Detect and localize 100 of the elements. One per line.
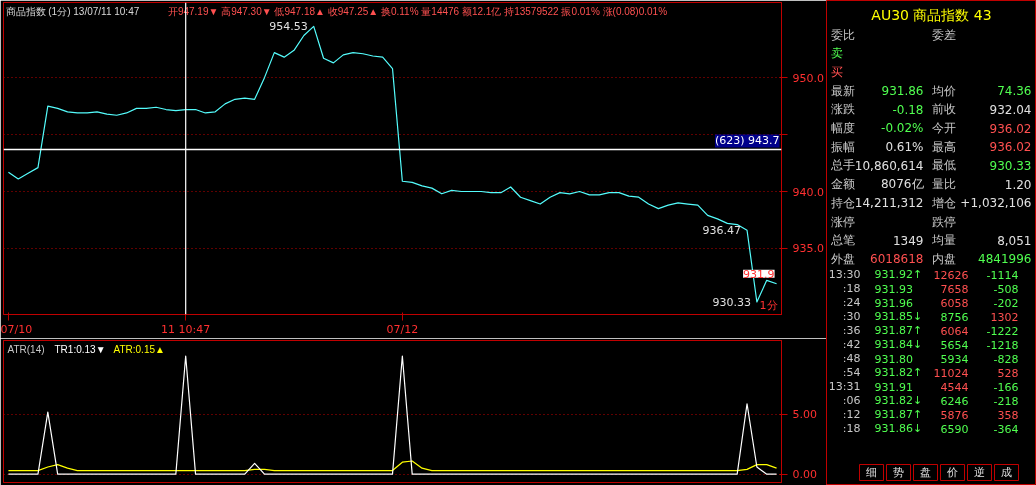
text: ATR:0.15▲ <box>113 343 165 355</box>
text: +1,032,106 <box>960 196 1032 211</box>
text: 931.96 <box>874 296 913 310</box>
chart-title: ATR(14) <box>7 343 45 355</box>
text: 内盘 <box>931 251 956 266</box>
text: 931.86 <box>881 84 924 99</box>
text: 8756 <box>940 310 969 324</box>
text: 跌停 <box>931 214 956 229</box>
text: 12626 <box>933 268 969 282</box>
text: 931.82↓ <box>874 394 923 407</box>
text: 936.02 <box>989 121 1032 136</box>
text: 936.02 <box>989 140 1032 155</box>
text: 4544 <box>940 380 969 394</box>
text: :12 <box>842 408 861 421</box>
text: 931.92↑ <box>874 268 923 281</box>
text: 逆 <box>974 466 985 479</box>
text: 均量 <box>930 233 956 248</box>
y-tick-label: 950.0 <box>792 71 824 85</box>
text: :24 <box>842 296 861 309</box>
text: -202 <box>993 296 1019 310</box>
text: 今开 <box>931 121 956 135</box>
text: 931.86↓ <box>874 422 923 435</box>
text: 总手 <box>829 158 855 173</box>
x-tick-label: 07/10 <box>0 322 33 336</box>
text: 931.87↑ <box>874 324 923 337</box>
text: 931.87↑ <box>874 408 923 421</box>
text: 盘 <box>920 466 931 479</box>
annotation: 936.47 <box>702 224 742 238</box>
text: 14,211,312 <box>854 196 924 211</box>
text: 931.80 <box>874 352 913 366</box>
text: :48 <box>842 352 861 365</box>
text: -364 <box>993 422 1019 436</box>
text: 4841996 <box>978 252 1032 267</box>
text: 0.61% <box>885 139 924 154</box>
text: 最高 <box>931 139 956 154</box>
y-tick-label: 5.00 <box>792 408 817 422</box>
text: 74.36 <box>997 84 1032 99</box>
text: 6018618 <box>870 252 924 267</box>
text: -166 <box>993 380 1019 394</box>
text: 振幅 <box>830 139 855 154</box>
text: 最新 <box>830 83 855 98</box>
text: 卖 <box>830 46 843 61</box>
text: 外盘 <box>830 251 855 266</box>
text: 总笔 <box>829 233 855 248</box>
text: -508 <box>993 282 1019 296</box>
text: 932.04 <box>989 102 1032 117</box>
text: 931.91 <box>874 380 913 394</box>
text: :18 <box>842 282 861 295</box>
text: 5876 <box>940 408 969 422</box>
text: 931.85↓ <box>874 310 923 323</box>
text: -828 <box>993 352 1019 366</box>
annotation: 931.9 <box>743 267 775 281</box>
text: 13:30 <box>828 268 861 281</box>
text: -0.02% <box>881 121 924 135</box>
chart-title: 商品指数 (1分) 13/07/11 10:47 <box>5 5 140 17</box>
text: 931.82↑ <box>874 366 923 379</box>
text: 1.20 <box>1004 177 1032 192</box>
text: 委差 <box>931 27 956 42</box>
text: 931.93 <box>874 282 913 296</box>
text: :06 <box>842 394 861 407</box>
x-tick-label: 07/12 <box>386 322 419 336</box>
text: 10,860,614 <box>854 158 924 173</box>
text: 买 <box>830 64 843 79</box>
annotation: 1分 <box>759 298 778 312</box>
ref-line-label: (623) 943.7 <box>714 134 780 148</box>
text: 528 <box>997 366 1019 380</box>
text: 涨停 <box>830 214 855 229</box>
text: :42 <box>842 338 861 351</box>
line-series <box>7 355 778 475</box>
text: 前收 <box>931 102 956 117</box>
text: 最低 <box>931 158 956 173</box>
line-series <box>7 460 778 472</box>
text: :30 <box>842 310 861 323</box>
text: 委比 <box>830 27 855 42</box>
text: 8076亿 <box>880 177 924 192</box>
text: -1114 <box>986 268 1019 282</box>
text: -1218 <box>986 338 1019 352</box>
text: 成 <box>1001 466 1012 479</box>
text: 金额 <box>830 177 855 192</box>
text: 细 <box>866 466 877 479</box>
y-tick-label: 940.0 <box>792 185 824 199</box>
text: 1349 <box>892 233 924 248</box>
text: 7658 <box>940 282 969 296</box>
y-tick-label: 935.0 <box>792 242 824 256</box>
annotation: 954.53 <box>269 20 308 34</box>
text: -1222 <box>986 324 1019 338</box>
text: :18 <box>842 422 861 435</box>
text: 势 <box>893 466 904 479</box>
text: 价 <box>946 466 958 479</box>
text: 5934 <box>940 352 969 366</box>
y-tick-label: 0.00 <box>792 468 817 482</box>
text: 6590 <box>940 422 969 436</box>
text: 8,051 <box>997 233 1032 248</box>
text: 增仓 <box>930 195 956 210</box>
text: 涨跌 <box>830 102 855 117</box>
text: 持仓 <box>830 195 855 210</box>
text: 6064 <box>940 324 969 338</box>
text: 6058 <box>940 296 969 310</box>
text: 6246 <box>940 394 969 408</box>
x-tick-label: 11 10:47 <box>161 322 211 336</box>
